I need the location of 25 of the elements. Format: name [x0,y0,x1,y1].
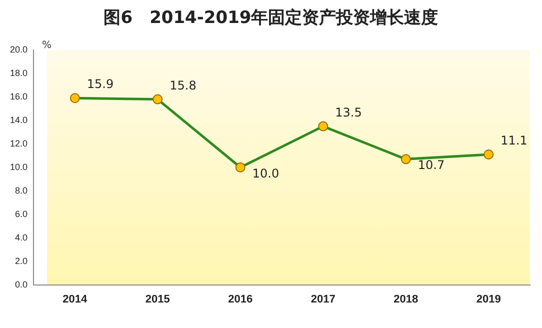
chart-title: 图6 2014-2019年固定资产投资增长速度 [102,7,440,29]
data-label: 15.8 [170,78,196,92]
data-label: 13.5 [335,105,362,120]
y-tick-label: 8.0 [15,185,28,196]
y-tick-label: 16.0 [10,91,28,102]
y-tick-label: 12.0 [10,138,28,148]
x-tick-label: 2016 [228,293,253,306]
y-tick-label: 18.0 [10,68,28,78]
x-tick-label: 2018 [394,293,418,306]
y-tick-label: 6.0 [15,208,28,219]
y-tick-label: 20.0 [10,44,28,54]
y-tick-label: 4.0 [15,232,28,242]
x-tick-label: 2015 [145,293,170,306]
y-tick-label: 2.0 [15,256,28,266]
data-label: 10.7 [418,158,445,172]
y-tick-label: 10.0 [10,162,28,172]
x-tick-label: 2014 [62,293,88,306]
y-tick-label: 0.0 [15,279,28,290]
y-tick-label: 14.0 [10,114,28,125]
data-label: 10.0 [252,166,280,180]
y-axis-title: % [42,40,52,51]
data-label: 11.1 [500,133,528,148]
data-label: 15.9 [86,77,114,92]
x-tick-label: 2017 [310,293,336,306]
x-tick-label: 2019 [476,293,501,306]
